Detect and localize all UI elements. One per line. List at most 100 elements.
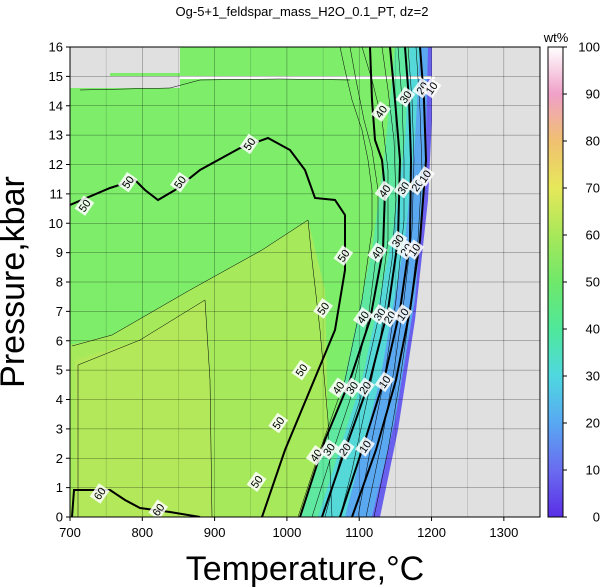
contour-label-text: 40 xyxy=(377,183,394,200)
contour-label-text: 10 xyxy=(377,374,394,391)
no-data-strip-top-left xyxy=(70,47,180,88)
contour-label-bg xyxy=(355,377,375,399)
y-tick-label: 7 xyxy=(56,304,63,319)
contour-label-bg xyxy=(374,180,395,202)
colorbar-tick-label: 80 xyxy=(586,134,600,149)
contour-label-bg xyxy=(148,499,169,520)
contour-label-bg xyxy=(421,77,442,99)
contour-label: 10 xyxy=(355,436,375,457)
contour-label-text: 40 xyxy=(355,309,372,326)
contour-label: 10 xyxy=(374,371,395,393)
x-tick-label: 1100 xyxy=(345,525,373,540)
contour-label-bg xyxy=(395,86,416,108)
x-tick-label: 1000 xyxy=(272,525,301,540)
contour-label-text: 50 xyxy=(77,198,94,215)
contour-label: 40 xyxy=(367,242,388,263)
contour-label: 40 xyxy=(371,101,391,122)
contour-thin xyxy=(79,78,351,91)
contour-label-bg xyxy=(313,298,333,319)
contour-label: 40 xyxy=(374,180,395,202)
contour-thin xyxy=(365,47,415,517)
contour-label-bg xyxy=(333,245,354,266)
contour-label-text: 30 xyxy=(321,442,338,459)
contour-label-text: 30 xyxy=(344,380,361,397)
colorbar-tick-label: 30 xyxy=(586,369,600,384)
contour-thin xyxy=(357,47,405,517)
contour-label-text: 60 xyxy=(151,502,168,519)
contour-label: 30 xyxy=(318,439,339,460)
y-tick-label: 15 xyxy=(49,69,63,84)
contour-label-bg xyxy=(268,412,289,434)
contour-10 xyxy=(351,47,428,517)
contour-label-bg xyxy=(352,306,373,328)
colorbar-tick-label: 40 xyxy=(586,322,600,337)
y-tick-label: 2 xyxy=(56,451,63,466)
contour-label-text: 50 xyxy=(294,362,311,379)
colorbar xyxy=(547,46,564,518)
y-tick-label: 13 xyxy=(49,128,63,143)
contour-label: 50 xyxy=(74,195,95,216)
contour-label-text: 50 xyxy=(242,136,259,153)
contour-label: 50 xyxy=(239,133,260,155)
x-tick-label: 900 xyxy=(204,525,226,540)
colorbar-label: wt% xyxy=(543,30,569,45)
contour-label: 50 xyxy=(268,412,289,434)
colorbar-tick-label: 90 xyxy=(586,87,600,102)
x-tick-label: 1300 xyxy=(489,525,518,540)
contour-label-text: 10 xyxy=(407,242,424,259)
contour-label: 20 xyxy=(355,377,375,399)
contour-label-bg xyxy=(393,177,414,199)
y-tick-label: 8 xyxy=(56,275,63,290)
contour-label: 30 xyxy=(342,377,362,399)
contour-label: 20 xyxy=(334,439,355,460)
contour-60 xyxy=(71,489,201,517)
x-tick-label: 800 xyxy=(131,525,153,540)
y-axis-title: Pressure,kbar xyxy=(0,176,32,388)
contour-label-bg xyxy=(74,195,95,216)
contour-label-bg xyxy=(117,171,138,193)
contour-30 xyxy=(321,47,402,517)
contour-label-bg xyxy=(334,439,355,460)
contour-label-text: 20 xyxy=(337,442,354,459)
colorbar-tick-label: 100 xyxy=(578,40,600,55)
contour-label-bg xyxy=(246,471,267,493)
colorbar-ticks: 0 10 20 30 40 50 60 70 80 90 100 xyxy=(563,40,600,525)
region-yellow-green-core xyxy=(75,300,212,517)
y-tick-label: 5 xyxy=(56,363,63,378)
contour-label-bg xyxy=(89,483,110,504)
contour-label: 30 xyxy=(395,86,416,108)
x-tick-label: 1200 xyxy=(417,525,446,540)
x-axis-title: Temperature,°C xyxy=(186,550,424,587)
contour-label-bg xyxy=(404,239,425,260)
contour-label-bg xyxy=(392,304,413,325)
contour-thin xyxy=(324,47,389,517)
colorbar-tick-label: 60 xyxy=(586,228,600,243)
contour-label: 60 xyxy=(89,483,110,504)
x-tick-label: 700 xyxy=(59,525,81,540)
colorbar-tick-label: 20 xyxy=(586,416,600,431)
contour-label: 50 xyxy=(291,359,312,381)
y-tick-label: 4 xyxy=(56,392,63,407)
contour-label-bg xyxy=(342,377,362,399)
contour-label: 10 xyxy=(421,77,442,99)
contour-40 xyxy=(299,47,387,517)
contour-label-bg xyxy=(371,101,391,122)
y-tick-label: 10 xyxy=(49,216,63,231)
contour-label-bg xyxy=(318,439,339,460)
colorbar-tick-label: 0 xyxy=(593,510,600,525)
contour-label-text: 50 xyxy=(120,174,137,191)
contour-label-text: 50 xyxy=(336,248,353,265)
contour-label: 10 xyxy=(404,239,425,260)
contour-thin xyxy=(297,47,373,517)
contour-label: 10 xyxy=(415,165,435,187)
contour-label-bg xyxy=(355,436,375,457)
contour-label: 50 xyxy=(169,171,190,193)
contour-label-text: 20 xyxy=(382,309,399,326)
contour-label-text: 40 xyxy=(331,380,348,397)
contour-label-bg xyxy=(367,242,388,263)
contour-label-text: 50 xyxy=(172,174,189,191)
contour-label-text: 10 xyxy=(395,306,412,323)
y-tick-label: 1 xyxy=(56,480,63,495)
